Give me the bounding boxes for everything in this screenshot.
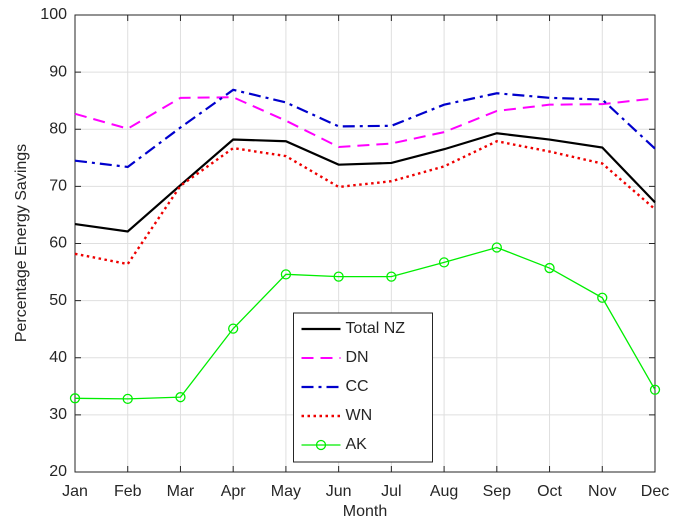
legend-marker bbox=[315, 439, 327, 451]
legend-label: WN bbox=[346, 407, 373, 424]
data-point bbox=[491, 242, 502, 253]
series-line bbox=[74, 139, 656, 266]
legend-box bbox=[293, 312, 433, 463]
x-tick-label: Aug bbox=[430, 483, 458, 500]
x-tick-label: Jul bbox=[381, 483, 401, 500]
data-point bbox=[333, 271, 344, 282]
data-point bbox=[122, 393, 133, 405]
data-point bbox=[544, 262, 555, 274]
data-point bbox=[386, 271, 397, 282]
y-tick-label: 60 bbox=[49, 235, 67, 252]
x-tick-label: Dec bbox=[641, 483, 669, 500]
y-tick-label: 30 bbox=[49, 406, 67, 423]
x-tick-label: Jan bbox=[62, 483, 88, 500]
y-tick-label: 50 bbox=[49, 292, 67, 309]
legend-label: AK bbox=[346, 436, 368, 453]
x-tick-label: Apr bbox=[221, 483, 247, 500]
data-point bbox=[597, 292, 608, 303]
data-point bbox=[228, 323, 239, 334]
x-tick-label: Jun bbox=[326, 483, 352, 500]
y-tick-label: 70 bbox=[49, 178, 67, 195]
data-point bbox=[280, 269, 292, 280]
x-tick-label: Sep bbox=[483, 483, 512, 500]
x-axis-label: Month bbox=[343, 503, 387, 520]
series-line bbox=[74, 96, 656, 148]
series-line bbox=[74, 88, 656, 169]
x-tick-label: Oct bbox=[537, 483, 562, 500]
data-point bbox=[175, 392, 186, 403]
series-line bbox=[74, 246, 656, 400]
x-tick-label: Nov bbox=[588, 483, 616, 500]
y-tick-label: 90 bbox=[49, 63, 67, 80]
data-point bbox=[438, 257, 450, 268]
data-point bbox=[649, 384, 661, 395]
legend-label: Total NZ bbox=[346, 320, 406, 337]
y-tick-label: 20 bbox=[49, 463, 67, 480]
y-axis-label: Percentage Energy Savings bbox=[13, 144, 30, 342]
y-tick-label: 100 bbox=[40, 6, 67, 23]
data-point bbox=[69, 393, 81, 404]
series-line bbox=[74, 132, 656, 233]
legend-label: CC bbox=[346, 378, 369, 395]
plot-frame bbox=[74, 14, 656, 473]
x-tick-label: Mar bbox=[167, 483, 195, 500]
y-tick-label: 40 bbox=[49, 349, 67, 366]
x-tick-label: Feb bbox=[114, 483, 142, 500]
y-tick-label: 80 bbox=[49, 120, 67, 137]
x-tick-label: May bbox=[271, 483, 301, 500]
legend-label: DN bbox=[346, 349, 369, 366]
